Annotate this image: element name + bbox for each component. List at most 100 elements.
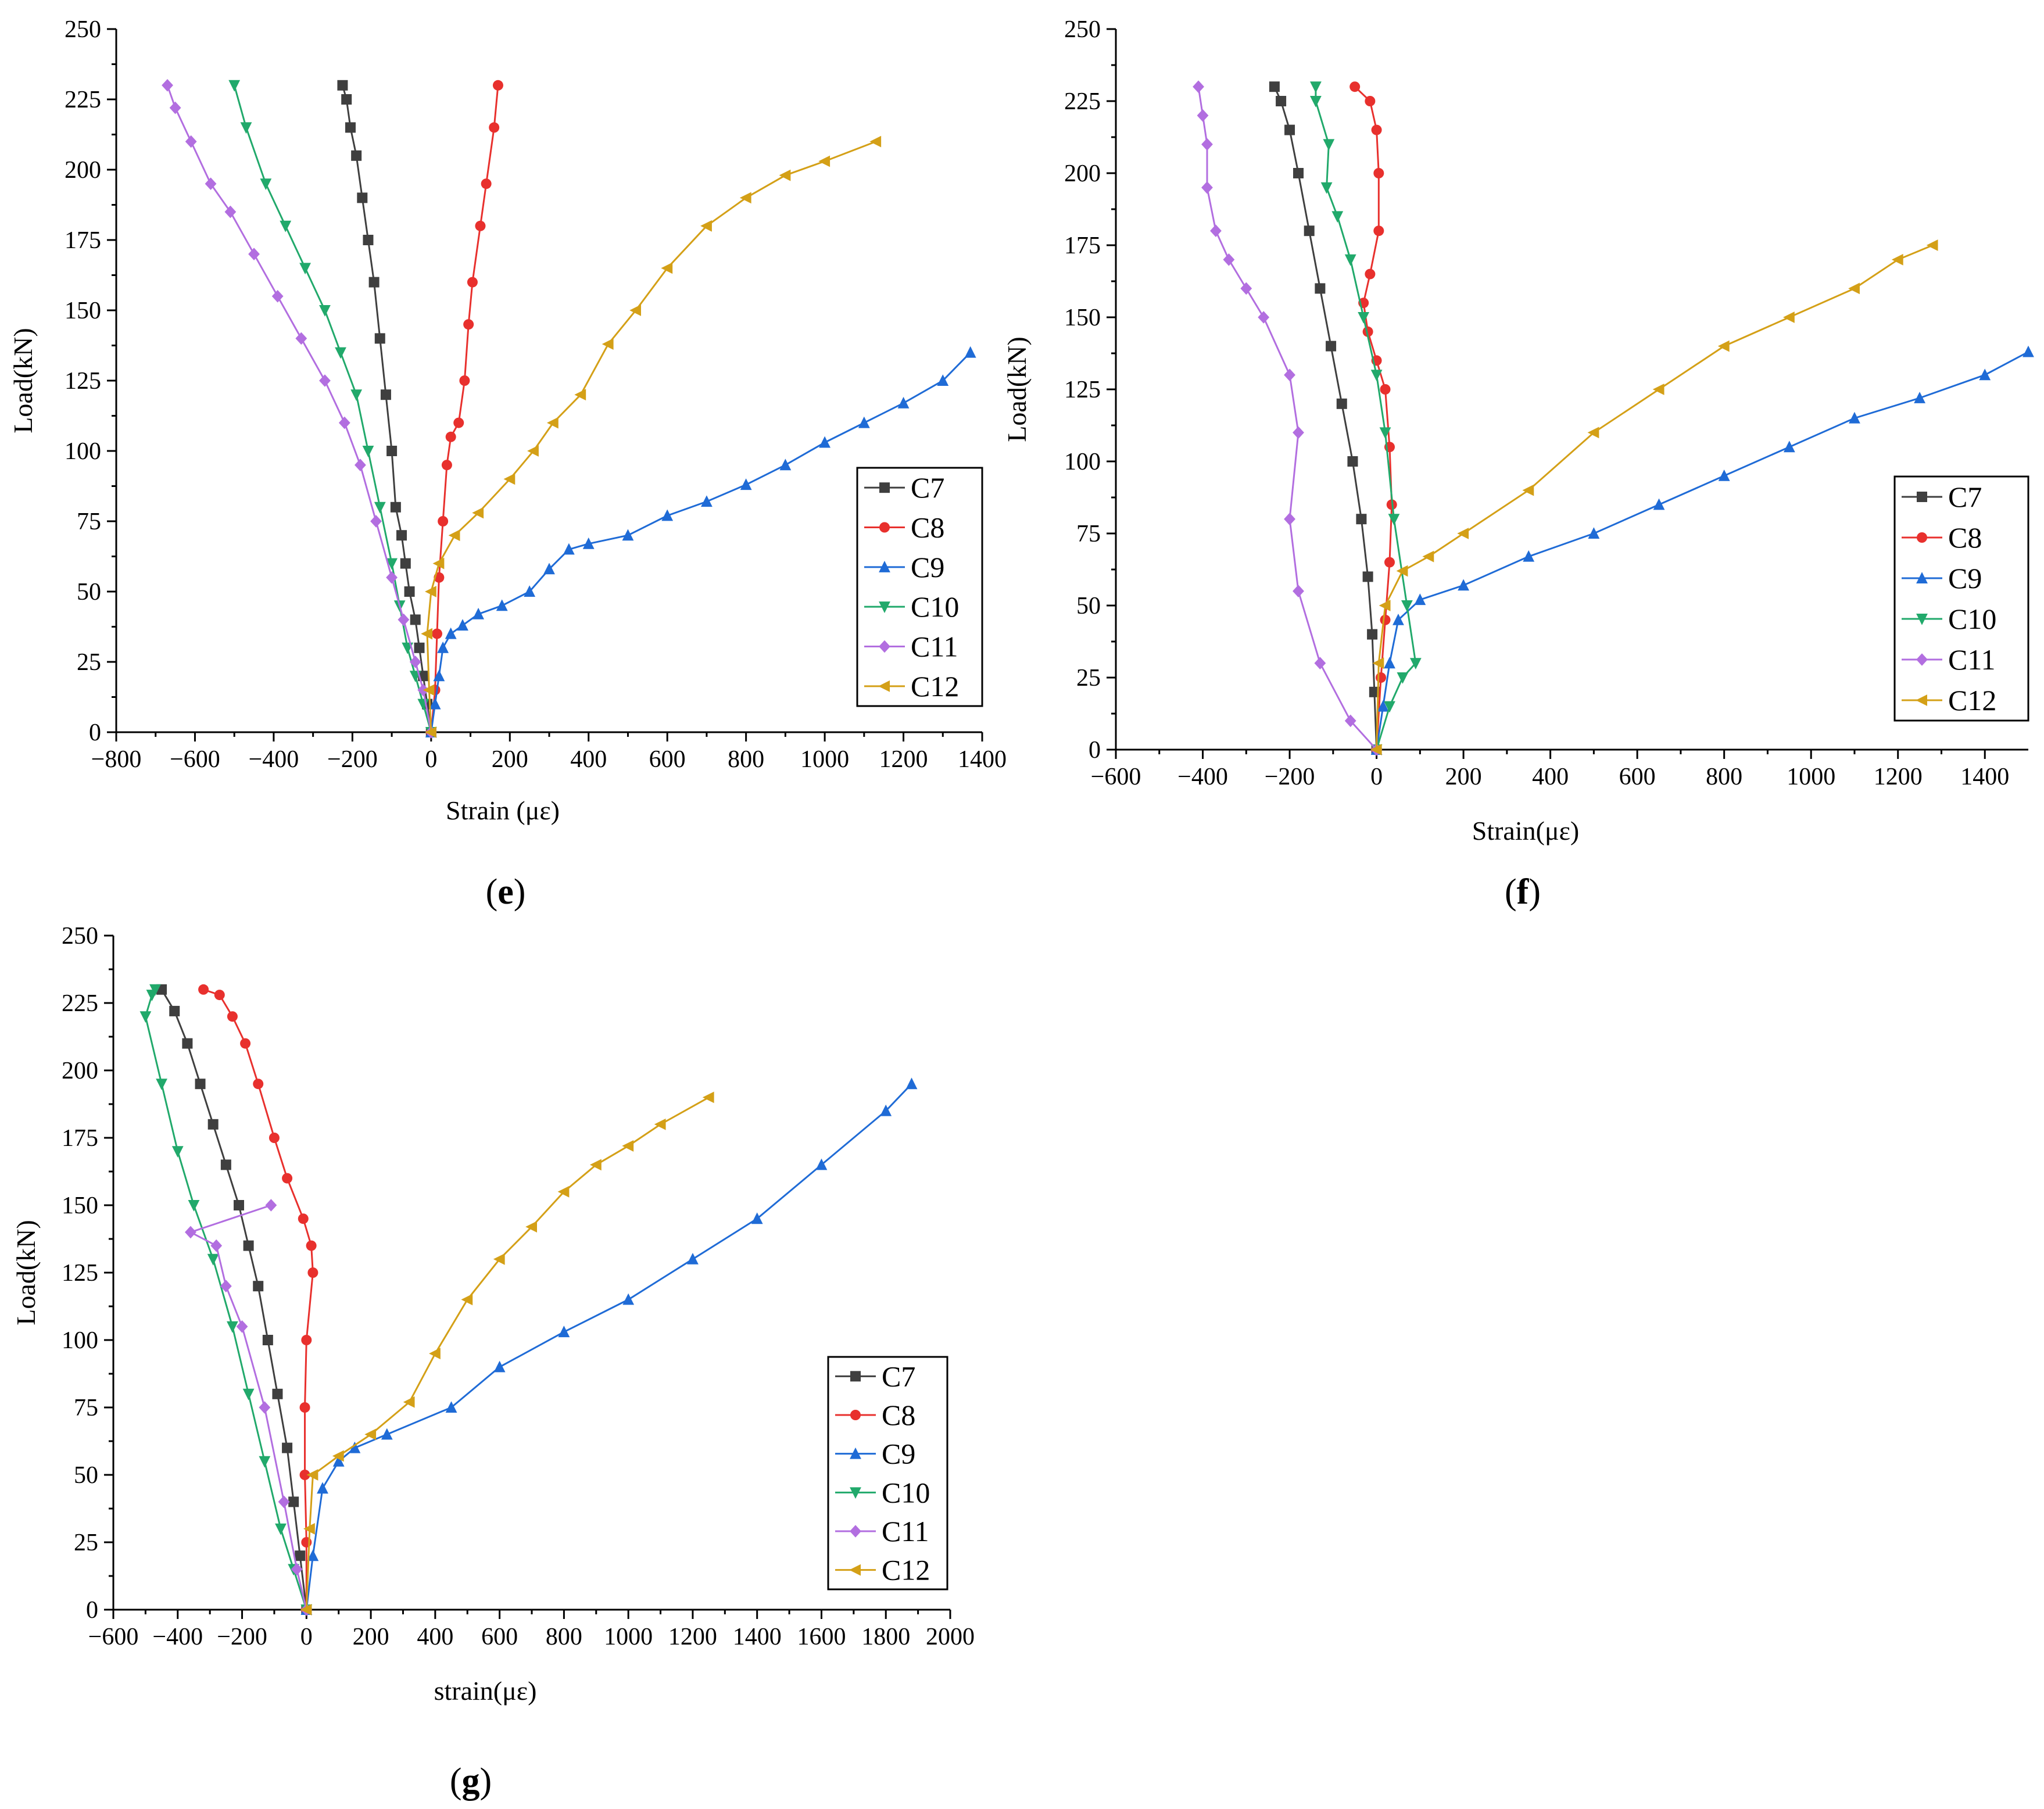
data-point-C7 (282, 1442, 293, 1453)
panel-label-g: (g) (450, 1761, 492, 1801)
series-line-C7 (160, 989, 307, 1610)
data-point-C12 (779, 169, 791, 181)
data-point-C10 (1401, 600, 1413, 612)
chart-panel-f: 0 25 50 75 100 125 150 175 200 225 250 −600 −400 −200… (1002, 16, 2034, 912)
y-tick-label: 200 (65, 157, 101, 184)
x-tick-label: −600 (170, 746, 220, 773)
data-point-C12 (557, 1185, 570, 1198)
series-C12 (300, 1091, 714, 1615)
data-point-C9 (381, 1428, 393, 1440)
data-point-C10 (1397, 672, 1409, 684)
legend-marker-C12 (878, 680, 890, 692)
data-point-C8 (1365, 268, 1376, 280)
data-point-C12 (364, 1428, 377, 1441)
data-point-C11 (220, 1280, 232, 1292)
y-tick-label: 150 (1064, 305, 1101, 331)
data-point-C7 (1347, 456, 1358, 467)
data-point-C12 (1522, 484, 1534, 496)
y-tick-label: 200 (1064, 160, 1101, 187)
series-C12 (1370, 239, 1938, 755)
y-tick-label: 0 (89, 719, 101, 746)
data-point-C7 (351, 150, 362, 161)
data-point-C12 (472, 507, 484, 519)
data-point-C7 (404, 586, 415, 597)
data-point-C12 (622, 1140, 634, 1152)
data-point-C8 (463, 319, 474, 330)
data-point-C12 (403, 1396, 415, 1408)
data-point-C7 (288, 1496, 299, 1507)
data-point-C12 (448, 529, 460, 542)
data-point-C12 (425, 726, 436, 738)
data-point-C7 (410, 614, 421, 625)
data-point-C11 (1293, 426, 1304, 439)
data-point-C8 (481, 178, 492, 189)
data-point-C8 (1362, 326, 1373, 337)
data-point-C12 (527, 445, 539, 457)
legend-marker-C8 (879, 522, 890, 533)
y-tick-label: 225 (62, 990, 98, 1017)
data-point-C12 (700, 220, 712, 232)
legend-label-C7: C7 (1948, 481, 1982, 513)
legend-marker-C8 (850, 1410, 861, 1420)
data-point-C11 (291, 1563, 303, 1576)
data-point-C11 (1193, 80, 1204, 93)
data-point-C8 (1384, 557, 1395, 568)
data-point-C7 (1369, 686, 1380, 697)
data-point-C12 (1587, 427, 1599, 439)
y-tick-label: 50 (77, 579, 101, 606)
legend-label-C12: C12 (882, 1554, 930, 1586)
legend-label-C10: C10 (882, 1476, 930, 1509)
data-point-C12 (1372, 657, 1384, 669)
x-tick-label: 1600 (797, 1624, 846, 1650)
y-tick-label: 125 (1064, 377, 1101, 403)
x-tick-label: −200 (327, 746, 378, 773)
series-C10 (139, 984, 313, 1616)
data-point-C12 (493, 1253, 505, 1265)
data-point-C7 (396, 530, 407, 541)
x-tick-label: −800 (91, 746, 142, 773)
y-tick-label: 0 (86, 1597, 98, 1624)
data-point-C7 (1326, 341, 1337, 352)
data-point-C10 (386, 558, 398, 570)
y-tick-label: 125 (62, 1260, 98, 1287)
data-point-C9 (779, 458, 792, 471)
data-point-C8 (307, 1267, 318, 1278)
data-point-C9 (622, 1293, 635, 1305)
data-point-C8 (1380, 384, 1391, 395)
data-point-C7 (1367, 629, 1378, 640)
legend-marker-C7 (1917, 492, 1927, 502)
y-tick-label: 250 (65, 16, 101, 43)
data-point-C9 (687, 1253, 699, 1264)
x-tick-label: −600 (1091, 764, 1141, 790)
data-point-C11 (210, 1239, 223, 1252)
data-point-C11 (386, 571, 398, 584)
data-point-C7 (357, 192, 368, 203)
x-tick-label: 0 (300, 1624, 313, 1650)
series-C8 (1349, 81, 1397, 755)
legend-label-C9: C9 (911, 551, 944, 583)
data-point-C8 (299, 1470, 310, 1480)
data-point-C7 (368, 277, 380, 288)
y-tick-label: 0 (1089, 737, 1101, 764)
legend-marker-C11 (850, 1525, 861, 1538)
data-point-C10 (260, 178, 272, 190)
data-point-C9 (1914, 392, 1925, 403)
data-point-C7 (363, 235, 374, 245)
data-point-C10 (350, 389, 363, 401)
series-line-C9 (430, 352, 971, 733)
data-point-C8 (306, 1240, 317, 1251)
data-point-C11 (271, 290, 284, 303)
legend-marker-C11 (879, 640, 890, 653)
data-point-C12 (1848, 282, 1860, 295)
x-tick-label: 400 (1532, 764, 1569, 790)
data-point-C9 (751, 1212, 763, 1224)
data-point-C10 (1310, 96, 1322, 108)
series-C11 (162, 79, 437, 739)
data-point-C11 (370, 515, 382, 528)
legend-label-C12: C12 (911, 670, 959, 703)
legend-label-C9: C9 (1948, 562, 1982, 594)
data-point-C10 (1409, 658, 1422, 669)
data-point-C11 (1284, 368, 1295, 381)
data-point-C8 (467, 277, 478, 288)
y-axis-title: Load(kN) (8, 328, 38, 433)
